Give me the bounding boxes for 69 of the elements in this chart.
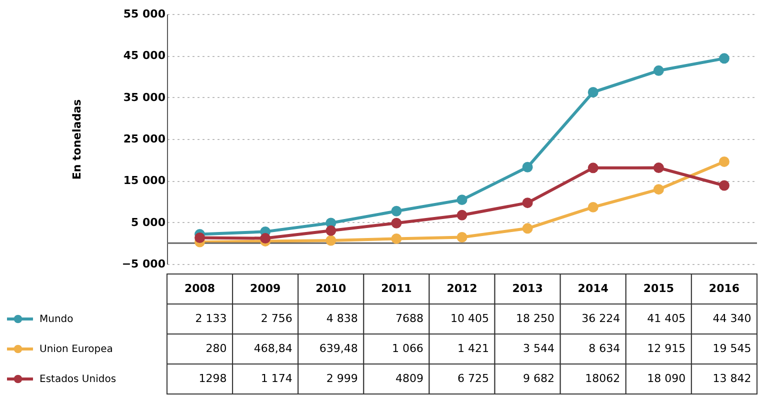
point [718,53,730,64]
data-label: 2 999 [326,372,358,385]
data-label: 7688 [395,312,424,325]
legend-label: Mundo [40,314,74,325]
x-tick-label: 2012 [446,282,478,295]
point [718,156,730,167]
data-label: 13 842 [712,372,752,385]
data-label: 1 066 [392,342,424,355]
data-label: 2 756 [260,312,292,325]
point [522,223,533,234]
data-label: 468,84 [254,342,292,355]
point [456,210,468,220]
y-tick-label: −5 000 [122,258,166,270]
data-label: 12 915 [647,342,686,355]
data-label: 18 090 [647,372,686,385]
y-tick-label: 15 000 [123,174,166,188]
point [588,202,598,212]
y-tick-label: 35 000 [123,90,166,104]
data-label: 41 405 [647,312,686,325]
data-label: 10 405 [450,312,489,325]
point [326,235,336,246]
point [260,233,271,244]
point [653,162,664,174]
x-tick-label: 2011 [381,282,412,295]
x-tick-label: 2016 [708,282,740,295]
point [391,233,402,244]
data-label: 18 250 [516,312,555,325]
point [588,87,598,98]
data-label: 6 725 [458,372,489,385]
point [522,162,533,172]
legend-label: Union Europea [40,344,113,355]
point [588,162,598,174]
data-label: 2 133 [195,312,227,325]
data-label: 280 [206,342,227,355]
point [718,180,730,191]
data-label: 4809 [395,372,424,385]
point [456,232,468,242]
data-label: 44 340 [712,312,752,325]
data-label: 639,48 [319,342,358,355]
legend-label: Estados Unidos [40,374,116,385]
y-tick-label: 25 000 [123,132,166,146]
data-label: 1298 [198,372,227,385]
point [391,218,402,228]
y-tick-label: 5 000 [131,216,166,229]
data-label: 1 174 [260,372,292,385]
data-label: 8 634 [588,342,620,355]
point [391,206,402,216]
x-tick-label: 2008 [184,282,216,295]
data-label: 36 224 [582,312,620,325]
data-label: 18062 [585,372,620,385]
x-tick-label: 2015 [643,282,674,295]
point [456,194,468,206]
x-tick-label: 2009 [250,282,281,295]
point [522,198,533,208]
data-label: 9 682 [523,372,555,385]
data-label: 1 421 [458,342,489,355]
x-tick-label: 2010 [316,282,347,295]
point [653,65,664,76]
data-label: 4 838 [326,312,358,325]
x-tick-label: 2014 [578,282,609,295]
data-label: 19 545 [712,342,752,355]
point [653,184,664,195]
point [326,225,336,236]
y-tick-label: 45 000 [123,49,166,62]
data-label: 3 544 [523,342,555,355]
point [194,232,206,243]
y-tick-label: 55 000 [123,8,166,20]
y-axis-title: En toneladas [70,98,84,180]
x-tick-label: 2013 [512,282,543,295]
